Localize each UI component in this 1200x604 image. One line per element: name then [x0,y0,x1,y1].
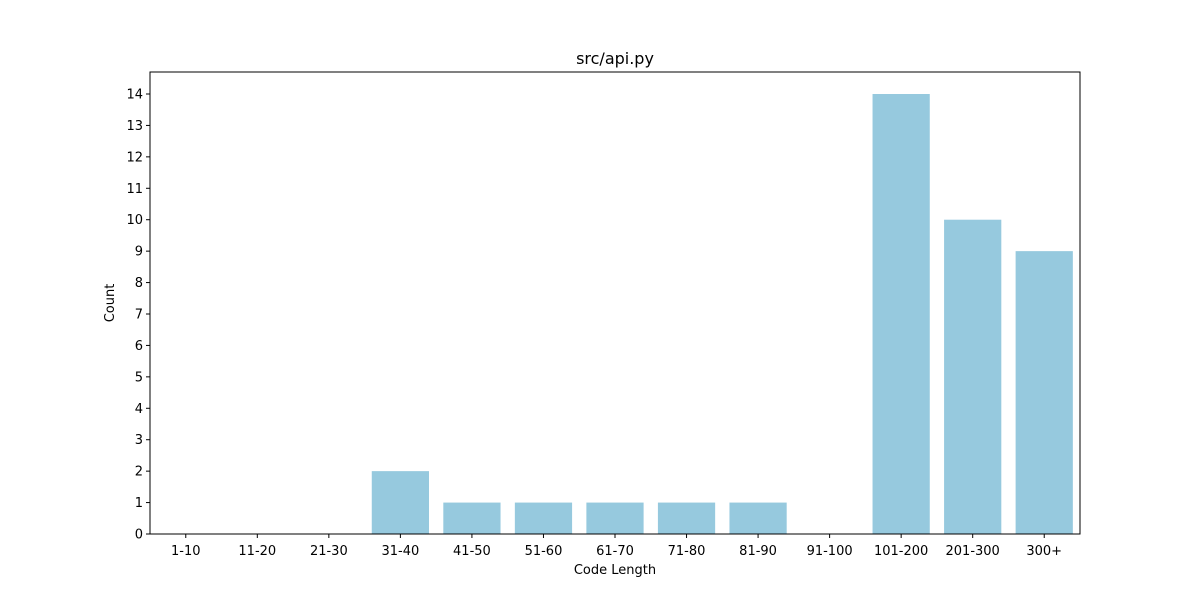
y-axis-label: Count [103,284,118,323]
x-tick-label: 31-40 [381,544,419,559]
y-tick-label: 1 [135,496,143,511]
x-tick-label: 201-300 [946,544,1000,559]
y-tick-label: 12 [126,150,143,165]
x-tick-label: 21-30 [310,544,348,559]
x-tick-label: 71-80 [668,544,706,559]
bar-41-50 [443,502,501,534]
y-tick-label: 13 [126,119,143,134]
x-tick-label: 101-200 [874,544,928,559]
y-tick-label: 6 [135,339,143,354]
x-tick-label: 91-100 [807,544,853,559]
y-tick-label: 0 [135,528,143,543]
x-tick-label: 51-60 [525,544,563,559]
y-tick-label: 9 [135,245,143,260]
bar-71-80 [657,502,716,534]
x-axis-label: Code Length [574,563,656,578]
bar-51-60 [514,502,573,534]
bar-300+ [1015,251,1073,534]
y-tick-label: 8 [135,276,143,291]
y-tick-label: 2 [135,465,143,480]
plot-frame [149,71,1081,535]
bar-201-300 [944,219,1002,534]
bar-31-40 [371,471,429,534]
axes-layer: 1-10 11-20 21-30 31-40 41-50 51-60 61-70 71-80 8… [126,71,1081,559]
x-tick-label: 300+ [1026,544,1062,559]
x-tick-label: 81-90 [739,544,777,559]
chart-title: src/api.py [576,49,654,68]
y-tick-label: 4 [135,402,143,417]
x-tick-label: 1-10 [171,544,201,559]
y-tick-label: 10 [126,213,143,228]
y-tick-label: 14 [126,88,143,103]
bar-61-70 [586,502,644,534]
y-tick-label: 11 [126,182,143,197]
x-tick-label: 11-20 [238,544,276,559]
bar-81-90 [729,502,787,534]
y-tick-label: 7 [135,308,143,323]
y-tick-label: 3 [135,433,143,448]
bar-101-200 [872,94,930,534]
x-tick-label: 41-50 [453,544,491,559]
y-tick-label: 5 [135,370,143,385]
x-tick-label: 61-70 [596,544,634,559]
bars-layer [371,94,1073,534]
